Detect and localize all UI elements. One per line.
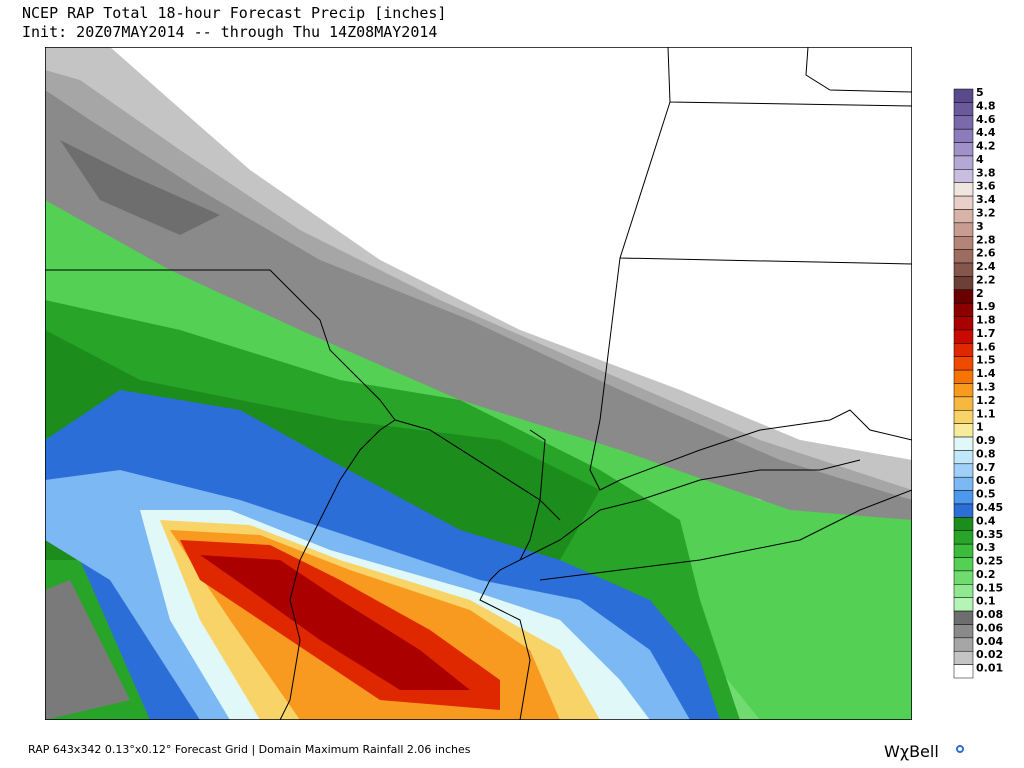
legend-swatch bbox=[953, 343, 974, 357]
legend-swatch bbox=[953, 624, 974, 639]
legend-label: 0.4 bbox=[976, 514, 996, 527]
legend-label: 0.8 bbox=[976, 447, 996, 460]
legend-swatch bbox=[953, 517, 974, 532]
legend-swatch bbox=[953, 289, 974, 304]
legend-label: 0.15 bbox=[976, 581, 1003, 594]
legend-swatch bbox=[953, 262, 974, 277]
legend-swatch bbox=[953, 543, 974, 558]
legend-label: 0.2 bbox=[976, 568, 996, 581]
legend-label: 0.1 bbox=[976, 595, 996, 608]
brand: WχBell bbox=[884, 742, 939, 761]
legend-label: 0.08 bbox=[976, 608, 1003, 621]
legend-label: 0.9 bbox=[976, 434, 996, 447]
legend-swatch bbox=[953, 650, 974, 665]
legend-label: 4.6 bbox=[976, 113, 996, 126]
legend-label: 1.9 bbox=[976, 300, 996, 313]
legend-label: 2.8 bbox=[976, 233, 996, 246]
legend-swatch bbox=[953, 102, 974, 117]
legend-swatch bbox=[953, 88, 974, 103]
footer-text: RAP 643x342 0.13°x0.12° Forecast Grid | … bbox=[28, 743, 471, 756]
legend-label: 1.1 bbox=[976, 407, 996, 420]
legend-label: 1 bbox=[976, 421, 984, 434]
legend-label: 3.4 bbox=[976, 193, 996, 206]
brand-dot bbox=[956, 745, 964, 753]
legend-label: 0.45 bbox=[976, 501, 1003, 514]
legend-swatch bbox=[953, 610, 974, 625]
legend-label: 1.3 bbox=[976, 381, 996, 394]
legend-label: 0.06 bbox=[976, 621, 1003, 634]
legend-swatch bbox=[953, 249, 974, 264]
legend-label: 1.4 bbox=[976, 367, 996, 380]
legend-swatch bbox=[953, 115, 974, 130]
title: NCEP RAP Total 18-hour Forecast Precip [… bbox=[22, 4, 446, 22]
legend-swatch bbox=[953, 128, 974, 143]
legend-swatch bbox=[953, 584, 974, 598]
legend-swatch bbox=[953, 490, 974, 505]
legend-swatch bbox=[953, 169, 974, 183]
legend-label: 0.6 bbox=[976, 474, 996, 487]
legend-label: 3 bbox=[976, 220, 984, 233]
legend-label: 4.4 bbox=[976, 126, 996, 139]
legend-label: 1.7 bbox=[976, 327, 996, 340]
legend-label: 3.2 bbox=[976, 206, 996, 219]
legend-label: 5 bbox=[976, 86, 984, 99]
legend-swatch bbox=[953, 463, 974, 478]
legend-label: 0.02 bbox=[976, 648, 1003, 661]
subtitle: Init: 20Z07MAY2014 -- through Thu 14Z08M… bbox=[22, 23, 437, 41]
legend-label: 4 bbox=[976, 153, 984, 166]
legend-swatch bbox=[953, 423, 974, 438]
legend-swatch bbox=[953, 557, 974, 572]
legend-swatch bbox=[953, 276, 974, 291]
legend-swatch bbox=[953, 664, 974, 679]
legend-swatch bbox=[953, 436, 974, 451]
legend-swatch bbox=[953, 450, 974, 465]
legend-swatch bbox=[953, 369, 974, 384]
legend-swatch bbox=[953, 597, 974, 612]
legend-label: 1.2 bbox=[976, 394, 996, 407]
legend-swatch bbox=[953, 530, 974, 545]
legend-swatch bbox=[953, 396, 974, 411]
legend-swatch bbox=[953, 356, 974, 371]
map bbox=[45, 47, 912, 720]
legend-label: 2.4 bbox=[976, 260, 996, 273]
legend-swatch bbox=[953, 142, 974, 157]
legend-label: 2 bbox=[976, 287, 984, 300]
legend-label: 0.3 bbox=[976, 541, 996, 554]
legend-label: 0.35 bbox=[976, 528, 1003, 541]
legend-label: 1.6 bbox=[976, 340, 996, 353]
legend-swatch bbox=[953, 329, 974, 344]
legend-swatch bbox=[953, 236, 974, 250]
legend-swatch bbox=[953, 209, 974, 224]
legend-label: 2.2 bbox=[976, 273, 996, 286]
legend-swatch bbox=[953, 302, 974, 317]
legend-label: 0.01 bbox=[976, 662, 1003, 675]
legend-swatch bbox=[953, 195, 974, 210]
legend-swatch bbox=[953, 570, 974, 585]
legend-swatch bbox=[953, 410, 974, 424]
legend-label: 3.8 bbox=[976, 166, 996, 179]
legend-swatch bbox=[953, 182, 974, 197]
legend-label: 1.5 bbox=[976, 354, 996, 367]
legend-swatch bbox=[953, 637, 974, 652]
legend-swatch bbox=[953, 476, 974, 491]
legend-swatch bbox=[953, 383, 974, 398]
legend-label: 3.6 bbox=[976, 180, 996, 193]
legend-label: 1.8 bbox=[976, 314, 996, 327]
legend-label: 0.7 bbox=[976, 461, 996, 474]
legend-swatch bbox=[953, 316, 974, 331]
legend-swatch bbox=[953, 503, 974, 518]
legend-label: 4.8 bbox=[976, 99, 996, 112]
legend-label: 0.04 bbox=[976, 635, 1003, 648]
legend-swatch bbox=[953, 222, 974, 237]
legend: 54.84.64.44.243.83.63.43.232.82.62.42.22… bbox=[953, 86, 1003, 679]
legend-swatch bbox=[953, 155, 974, 170]
legend-label: 0.25 bbox=[976, 555, 1003, 568]
legend-label: 2.6 bbox=[976, 247, 996, 260]
legend-label: 4.2 bbox=[976, 140, 996, 153]
legend-label: 0.5 bbox=[976, 488, 996, 501]
